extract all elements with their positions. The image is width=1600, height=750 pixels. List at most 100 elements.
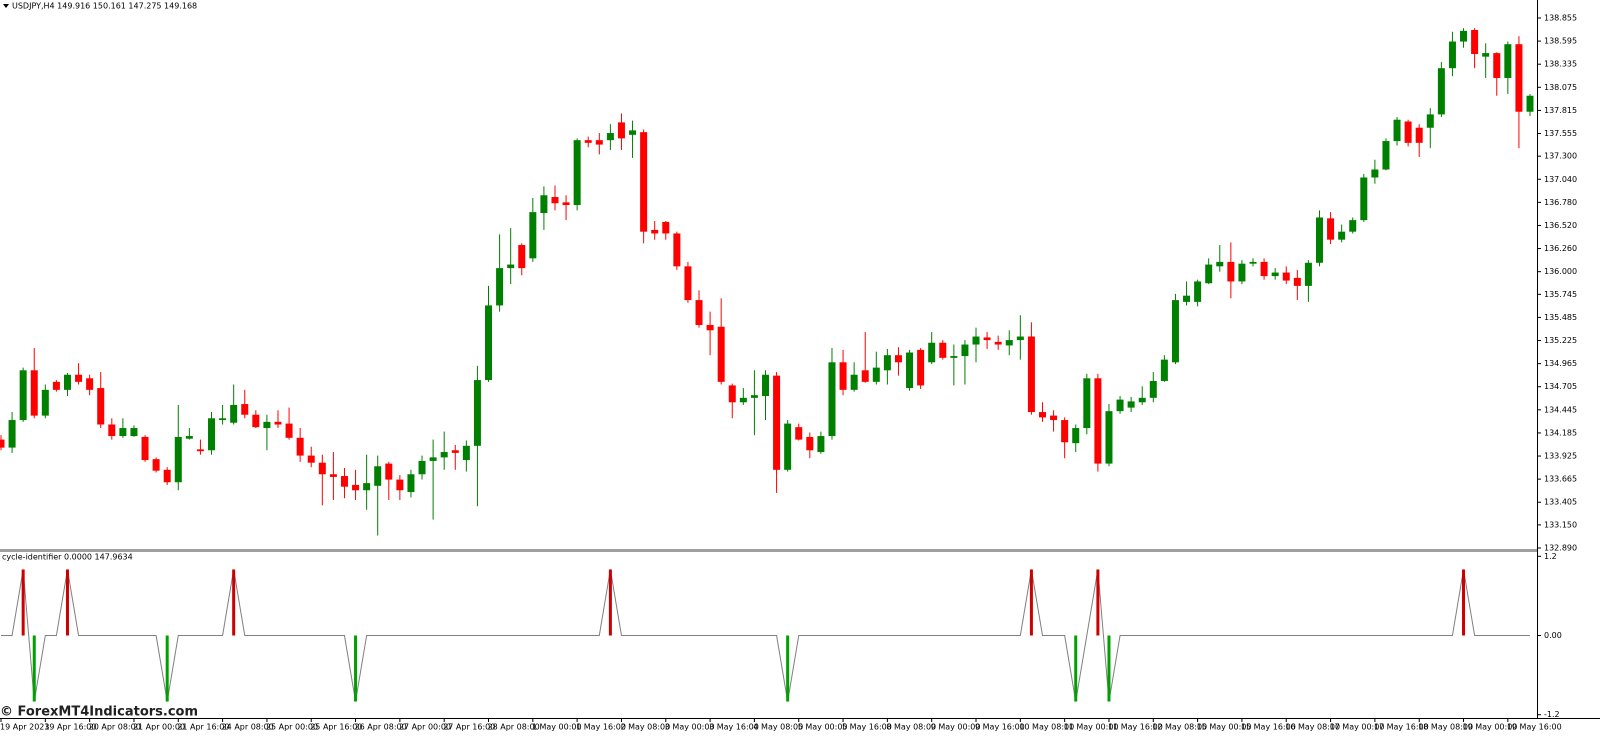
candle-body (141, 436, 149, 461)
x-tick-label: 5 May 16:00 (842, 723, 892, 732)
y-tick-label: 135.225 (1544, 336, 1577, 345)
x-tick-label: 10 May 08:00 (1019, 723, 1074, 732)
candle-body (617, 122, 625, 139)
candle-body (784, 423, 792, 470)
candle-body (861, 370, 869, 382)
candle-body (1460, 30, 1468, 42)
candle-body (285, 423, 293, 438)
x-tick-label: 17 May 00:00 (1330, 723, 1385, 732)
menu-triangle (3, 4, 9, 8)
candle-body (462, 445, 470, 461)
candle-body (1515, 44, 1523, 112)
y-tick-label: 137.300 (1544, 152, 1577, 161)
candle-body (1238, 263, 1246, 282)
candle-body (1504, 44, 1512, 78)
histogram-bar (1107, 635, 1111, 702)
y-tick-label: 133.665 (1544, 475, 1577, 484)
candle-body (396, 479, 404, 491)
candle-body (684, 266, 692, 301)
candle-body (850, 374, 858, 390)
candle-body (1315, 217, 1323, 263)
x-tick-label: 19 Apr 16:00 (44, 723, 96, 732)
candle-body (1260, 261, 1268, 277)
candle-body (518, 245, 526, 269)
candle-body (163, 469, 171, 483)
candle-body (1227, 261, 1235, 282)
indicator-header: cycle-identifier 0.0000 147.9634 (2, 553, 133, 562)
y-tick-label: 136.000 (1544, 267, 1577, 276)
candle-body (263, 421, 271, 429)
candle-body (451, 450, 459, 453)
y-tick-label: 134.445 (1544, 405, 1577, 414)
x-tick-label: 28 Apr 08:00 (488, 723, 540, 732)
candle-body (584, 140, 592, 143)
x-tick-label: 3 May 16:00 (709, 723, 759, 732)
candle-body (1415, 127, 1423, 143)
y-tick-label: -1.2 (1544, 710, 1560, 719)
candle-body (30, 370, 38, 416)
candle-body (750, 395, 758, 398)
y-tick-label: 138.335 (1544, 60, 1577, 69)
candle-body (972, 336, 980, 345)
y-tick-label: 134.185 (1544, 428, 1577, 437)
x-tick-label: 11 May 00:00 (1064, 723, 1119, 732)
candle-body (728, 385, 736, 403)
candle-body (739, 397, 747, 403)
y-tick-label: 133.925 (1544, 452, 1577, 461)
candle-body (41, 389, 49, 416)
x-tick-label: 4 May 08:00 (753, 723, 803, 732)
candle-body (1149, 380, 1157, 398)
histogram-bar (165, 635, 169, 702)
y-tick-label: 132.890 (1544, 544, 1577, 553)
candle-body (1205, 264, 1213, 284)
candle-body (1493, 53, 1501, 78)
candle-body (894, 355, 902, 363)
candle-body (828, 362, 836, 437)
candle-body (130, 428, 138, 437)
candle-body (773, 375, 781, 470)
y-tick-label: 134.965 (1544, 359, 1577, 368)
candle-body (1426, 114, 1434, 128)
candle-body (208, 418, 216, 451)
candle-body (19, 370, 27, 421)
candle-body (185, 436, 193, 439)
x-tick-label: 12 May 08:00 (1152, 723, 1207, 732)
candle-body (961, 344, 969, 357)
candle-body (1437, 68, 1445, 115)
x-tick-label: 19 Apr 2023 (0, 723, 49, 732)
candle-body (994, 341, 1002, 345)
candle-body (363, 483, 371, 491)
histogram-bar (608, 569, 612, 636)
candle-body (1016, 336, 1024, 341)
candle-body (1050, 415, 1058, 421)
candle-body (950, 356, 958, 358)
candle-body (551, 197, 559, 204)
candle-body (872, 367, 880, 382)
candle-body (1349, 220, 1357, 232)
histogram-bar (1074, 635, 1078, 702)
watermark: © ForexMT4Indicators.com (0, 705, 198, 720)
candle-body (1282, 272, 1290, 281)
candle-body (75, 374, 83, 382)
candle-body (1027, 336, 1035, 413)
candle-body (329, 474, 337, 477)
x-tick-label: 2 May 08:00 (620, 723, 670, 732)
candle-body (152, 459, 160, 471)
symbol-header: USDJPY,H4 149.916 150.161 147.275 149.16… (12, 2, 197, 11)
x-tick-label: 5 May 00:00 (798, 723, 848, 732)
y-tick-label: 138.075 (1544, 83, 1577, 92)
candle-body (606, 133, 614, 141)
candle-body (1471, 29, 1479, 54)
candle-body (1194, 281, 1202, 302)
candle-body (230, 404, 238, 423)
candle-body (86, 378, 94, 390)
candle-body (507, 264, 515, 269)
candle-body (352, 484, 360, 491)
candle-body (1293, 277, 1301, 286)
candle-body (883, 355, 891, 371)
y-tick-label: 133.150 (1544, 520, 1577, 529)
candle-body (1249, 261, 1257, 264)
candle-body (1005, 340, 1013, 346)
candle-body (1360, 177, 1368, 221)
